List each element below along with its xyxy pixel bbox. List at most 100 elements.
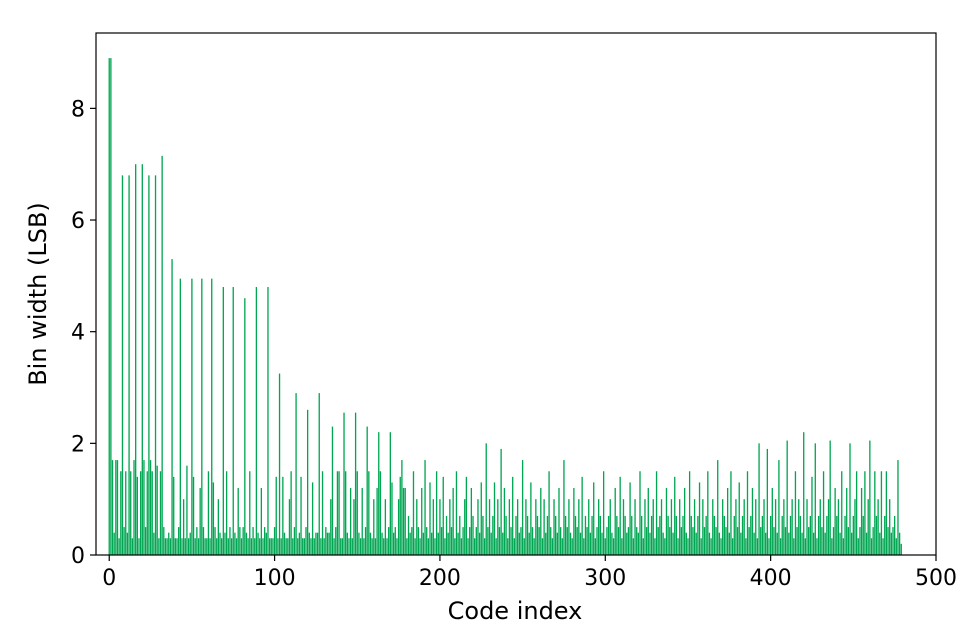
bar	[632, 538, 635, 555]
bar	[136, 476, 138, 555]
bar	[406, 538, 408, 555]
bar	[642, 538, 644, 555]
bar	[854, 499, 856, 555]
bar	[670, 499, 673, 555]
bar	[487, 527, 489, 555]
bar	[232, 287, 234, 555]
bar	[880, 471, 883, 555]
bar	[561, 538, 563, 555]
bar	[379, 471, 382, 555]
bar	[525, 499, 527, 555]
bar	[237, 488, 239, 555]
bar	[371, 538, 373, 555]
bar	[631, 515, 633, 555]
bar	[321, 471, 324, 555]
bar	[450, 527, 453, 555]
bar	[402, 488, 405, 555]
bar	[875, 515, 878, 555]
bar	[149, 460, 152, 555]
bar	[837, 499, 840, 555]
bar	[221, 538, 223, 555]
bar	[548, 471, 550, 555]
bar	[250, 538, 253, 555]
bar	[364, 527, 367, 555]
bar	[164, 538, 167, 555]
bar	[708, 532, 711, 555]
bar	[493, 482, 496, 555]
bar	[417, 527, 420, 555]
bar	[698, 482, 701, 555]
bar	[421, 488, 423, 555]
bar	[474, 538, 476, 555]
bar	[649, 532, 651, 555]
bar	[144, 527, 147, 555]
bar	[672, 532, 674, 555]
bar	[839, 532, 841, 555]
bar	[546, 515, 549, 555]
bar	[773, 527, 775, 555]
bar	[397, 499, 400, 555]
bar	[763, 499, 765, 555]
bar	[500, 448, 502, 555]
bar	[588, 499, 590, 555]
bar	[219, 532, 221, 555]
bar	[804, 538, 807, 555]
bar	[340, 538, 342, 555]
bar	[273, 527, 276, 555]
bar	[624, 515, 626, 555]
bar	[784, 527, 787, 555]
bars-group	[108, 58, 902, 556]
bar	[515, 515, 517, 555]
bar	[799, 515, 802, 555]
bar	[146, 471, 148, 555]
bar	[318, 393, 320, 555]
y-tick-label: 2	[71, 432, 85, 457]
bar	[574, 515, 577, 555]
bar	[333, 538, 335, 555]
bar	[267, 287, 269, 555]
bar	[469, 527, 471, 555]
bar	[573, 488, 575, 555]
bar	[171, 259, 173, 555]
bar	[111, 460, 114, 555]
bar	[431, 532, 433, 555]
bar	[257, 532, 259, 555]
bar	[343, 412, 345, 555]
bar	[159, 471, 162, 555]
bar	[591, 515, 593, 555]
bar	[855, 471, 858, 555]
bar	[641, 515, 643, 555]
x-axis-label: Code index	[448, 597, 583, 625]
bar	[462, 527, 464, 555]
bar	[148, 175, 150, 556]
bar	[637, 532, 640, 555]
bar	[426, 527, 428, 555]
bar	[586, 527, 588, 555]
bar	[798, 499, 800, 555]
bar	[166, 538, 168, 555]
bar	[733, 515, 735, 555]
bar	[300, 476, 302, 555]
bar	[126, 532, 129, 555]
bar	[849, 443, 851, 555]
bar	[470, 488, 473, 555]
bar	[351, 538, 353, 555]
bar	[388, 527, 390, 555]
bar	[303, 538, 306, 555]
bar	[268, 538, 271, 555]
bar	[358, 532, 360, 555]
bar	[202, 527, 205, 555]
bar	[212, 482, 215, 555]
bar	[282, 476, 284, 555]
bar	[756, 538, 759, 555]
bar	[851, 532, 853, 555]
bar	[791, 499, 793, 555]
plot-frame	[95, 32, 937, 556]
bar	[217, 499, 220, 555]
bar	[353, 499, 355, 555]
bar	[857, 538, 859, 555]
bar	[583, 538, 585, 555]
bar	[589, 532, 592, 555]
y-tick-label: 0	[71, 544, 85, 569]
